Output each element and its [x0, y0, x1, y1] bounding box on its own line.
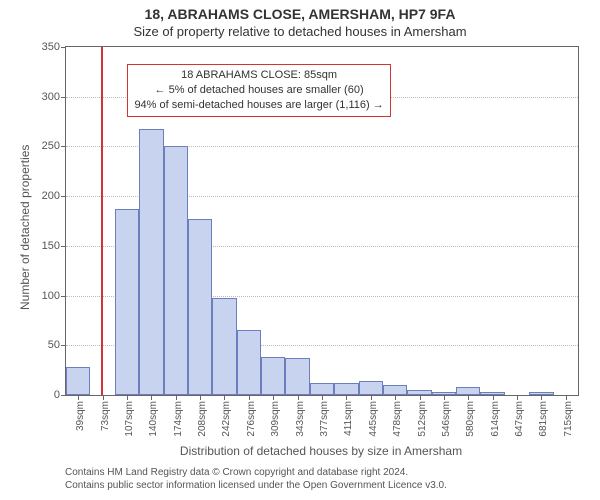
ytick-mark	[61, 395, 66, 396]
xtick-label: 276sqm	[246, 401, 257, 437]
xtick-mark	[78, 395, 79, 400]
xtick-mark	[444, 395, 445, 400]
xtick-mark	[151, 395, 152, 400]
ytick-mark	[61, 97, 66, 98]
xtick-mark	[103, 395, 104, 400]
ytick-label: 200	[42, 190, 60, 202]
xtick-mark	[395, 395, 396, 400]
xtick-label: 546sqm	[441, 401, 452, 437]
histogram-bar	[237, 330, 261, 395]
ytick-label: 150	[42, 240, 60, 252]
chart-title-sub: Size of property relative to detached ho…	[0, 22, 600, 39]
xtick-label: 647sqm	[514, 401, 525, 437]
xtick-mark	[273, 395, 274, 400]
xtick-label: 614sqm	[490, 401, 501, 437]
xtick-mark	[200, 395, 201, 400]
xtick-mark	[127, 395, 128, 400]
ytick-label: 0	[54, 389, 60, 401]
xtick-mark	[371, 395, 372, 400]
footer-line-2: Contains public sector information licen…	[65, 479, 447, 492]
xtick-label: 580sqm	[465, 401, 476, 437]
annotation-line: 18 ABRAHAMS CLOSE: 85sqm	[134, 68, 383, 83]
xtick-label: 715sqm	[563, 401, 574, 437]
histogram-bar	[261, 357, 285, 395]
histogram-bar	[334, 383, 358, 395]
xtick-mark	[346, 395, 347, 400]
xtick-label: 411sqm	[343, 401, 354, 436]
xtick-label: 208sqm	[197, 401, 208, 437]
ytick-mark	[61, 196, 66, 197]
histogram-bar	[66, 367, 90, 395]
property-marker-line	[101, 47, 103, 395]
xtick-mark	[298, 395, 299, 400]
histogram-bar	[456, 387, 480, 395]
x-axis-label: Distribution of detached houses by size …	[65, 444, 577, 458]
histogram-bar	[212, 298, 236, 395]
footer-attribution: Contains HM Land Registry data © Crown c…	[65, 466, 447, 492]
xtick-label: 174sqm	[173, 401, 184, 437]
xtick-label: 681sqm	[538, 401, 549, 437]
histogram-bar	[383, 385, 407, 395]
ytick-mark	[61, 296, 66, 297]
histogram-bar	[188, 219, 212, 395]
annotation-box: 18 ABRAHAMS CLOSE: 85sqm← 5% of detached…	[127, 64, 390, 117]
xtick-label: 478sqm	[392, 401, 403, 437]
ytick-mark	[61, 146, 66, 147]
xtick-label: 73sqm	[100, 401, 111, 431]
ytick-label: 300	[42, 91, 60, 103]
xtick-mark	[541, 395, 542, 400]
xtick-mark	[468, 395, 469, 400]
xtick-label: 39sqm	[75, 401, 86, 431]
xtick-label: 512sqm	[417, 401, 428, 437]
ytick-mark	[61, 246, 66, 247]
xtick-label: 309sqm	[270, 401, 281, 437]
ytick-mark	[61, 345, 66, 346]
histogram-bar	[115, 209, 139, 395]
y-axis-label: Number of detached properties	[18, 145, 32, 310]
xtick-label: 107sqm	[124, 401, 135, 437]
annotation-line: 94% of semi-detached houses are larger (…	[134, 98, 383, 113]
xtick-mark	[224, 395, 225, 400]
footer-line-1: Contains HM Land Registry data © Crown c…	[65, 466, 447, 479]
xtick-label: 445sqm	[368, 401, 379, 437]
xtick-mark	[176, 395, 177, 400]
xtick-label: 140sqm	[148, 401, 159, 437]
annotation-line: ← 5% of detached houses are smaller (60)	[134, 83, 383, 98]
xtick-mark	[420, 395, 421, 400]
xtick-label: 242sqm	[221, 401, 232, 437]
xtick-label: 343sqm	[295, 401, 306, 437]
ytick-label: 250	[42, 140, 60, 152]
ytick-mark	[61, 47, 66, 48]
xtick-mark	[322, 395, 323, 400]
xtick-mark	[566, 395, 567, 400]
ytick-label: 350	[42, 41, 60, 53]
xtick-label: 377sqm	[319, 401, 330, 437]
xtick-mark	[249, 395, 250, 400]
histogram-bar	[359, 381, 383, 395]
ytick-label: 100	[42, 290, 60, 302]
xtick-mark	[517, 395, 518, 400]
chart-title-main: 18, ABRAHAMS CLOSE, AMERSHAM, HP7 9FA	[0, 0, 600, 22]
plot-area: 05010015020025030035039sqm73sqm107sqm140…	[65, 46, 579, 396]
chart-container: 18, ABRAHAMS CLOSE, AMERSHAM, HP7 9FA Si…	[0, 0, 600, 500]
histogram-bar	[164, 146, 188, 395]
histogram-bar	[139, 129, 163, 395]
ytick-label: 50	[48, 339, 60, 351]
histogram-bar	[285, 358, 309, 395]
xtick-mark	[493, 395, 494, 400]
histogram-bar	[310, 383, 334, 395]
